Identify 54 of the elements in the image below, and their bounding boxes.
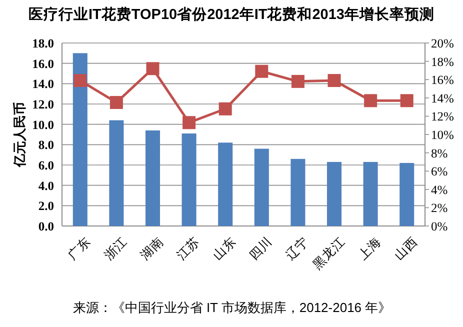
y-tick-label: 18.0 <box>32 36 54 50</box>
x-tick-label: 广东 <box>65 234 94 263</box>
bar <box>400 162 414 226</box>
point <box>255 64 268 78</box>
x-tick-label: 浙江 <box>102 234 130 263</box>
y2-tick-label: 20% <box>431 36 454 50</box>
point <box>291 74 304 88</box>
y-tick-label: 10.0 <box>32 118 54 132</box>
point <box>110 96 123 109</box>
y2-tick-label: 6% <box>431 164 448 179</box>
point <box>74 74 87 88</box>
bar <box>145 130 160 226</box>
y2-tick-label: 12% <box>431 110 454 124</box>
y-tick-label: 8.0 <box>38 138 54 152</box>
bar <box>290 158 306 226</box>
x-tick-label: 四川 <box>246 234 275 263</box>
point <box>182 116 196 130</box>
x-tick-label: 黑龙江 <box>310 234 348 272</box>
y-tick-label: 14.0 <box>32 77 54 92</box>
y2-tick-label: 2% <box>431 201 448 216</box>
bar <box>326 162 342 226</box>
y2-tick-label: 8% <box>431 146 448 160</box>
point <box>364 94 378 108</box>
y-tick-label: 16.0 <box>32 56 54 71</box>
point <box>218 102 232 116</box>
y2-tick-label: 14% <box>431 91 454 106</box>
y2-tick-label: 10% <box>431 128 454 142</box>
y-tick-label: 2.0 <box>38 199 54 214</box>
bar <box>254 148 269 226</box>
y2-tick-label: 4% <box>431 182 448 197</box>
bar <box>72 53 88 226</box>
source-note: 来源：《中国行业分省 IT 市场数据库，2012-2016 年》 <box>72 300 392 315</box>
y-tick-label: 0.0 <box>38 220 54 234</box>
bar <box>363 162 378 226</box>
point <box>328 74 341 88</box>
bar <box>182 133 196 226</box>
bar <box>109 120 124 226</box>
x-tick-label: 山东 <box>210 234 239 263</box>
x-tick-label: 湖南 <box>138 234 166 263</box>
x-tick-label: 辽宁 <box>282 234 312 263</box>
point <box>400 94 414 108</box>
y-axis-title: 亿元人民币 <box>12 102 27 168</box>
x-tick-label: 上海 <box>356 234 384 263</box>
y-tick-label: 12.0 <box>32 98 54 112</box>
x-tick-label: 江苏 <box>174 234 202 263</box>
point <box>146 62 160 76</box>
y2-tick-label: 0% <box>431 220 448 234</box>
y2-tick-label: 18% <box>431 54 454 69</box>
y-tick-label: 6.0 <box>38 158 54 172</box>
title: 医疗行业IT花费TOP10省份2012年IT花费和2013年增长率预测 <box>28 7 434 23</box>
y2-tick-label: 16% <box>431 73 454 88</box>
y-tick-label: 4.0 <box>38 178 54 193</box>
bar <box>218 142 233 226</box>
x-tick-label: 山西 <box>392 234 420 263</box>
